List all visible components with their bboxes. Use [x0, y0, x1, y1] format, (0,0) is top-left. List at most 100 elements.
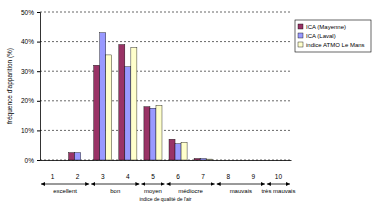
- y-tick-mark: [37, 160, 40, 161]
- bar: [106, 55, 112, 160]
- x-tick-label: 7: [201, 173, 205, 180]
- legend-swatch: [298, 33, 303, 38]
- bar: [225, 160, 231, 161]
- y-tick-label: 50%: [21, 9, 34, 16]
- grid-line: [40, 71, 291, 72]
- legend-label: ICA (Mayenne): [306, 24, 346, 30]
- x-tick-label: 9: [252, 173, 256, 180]
- bar: [119, 45, 125, 160]
- y-tick-mark: [37, 12, 40, 13]
- bar: [275, 160, 281, 161]
- group-arrow: [91, 184, 139, 185]
- category-groups: excellent bon moyen médiocre mauvais très mau…: [41, 184, 295, 194]
- x-tick-label: 4: [126, 173, 130, 180]
- y-tick-mark: [37, 42, 40, 43]
- y-tick-label: 40%: [21, 38, 34, 45]
- bar: [281, 160, 287, 161]
- x-axis-title: indice de qualité de l'air: [139, 196, 191, 202]
- y-tick-label: 30%: [21, 68, 34, 75]
- chart: 0% 10% 20% 30% 40% 50% 1 2 3 4 5 6 7 8 9 10 excellent bon…: [0, 0, 373, 221]
- x-tick-label: 2: [76, 173, 80, 180]
- bar: [100, 33, 106, 160]
- x-tick: 5: [151, 160, 155, 180]
- x-tick-label: 5: [151, 173, 155, 180]
- y-axis: 0% 10% 20% 30% 40% 50%: [21, 9, 41, 164]
- group-label: excellent: [53, 188, 77, 194]
- bar: [150, 108, 156, 160]
- y-tick: 20%: [21, 97, 40, 104]
- bar: [175, 144, 181, 160]
- x-tick-label: 8: [226, 173, 230, 180]
- x-tick: 6: [176, 160, 180, 180]
- bar: [50, 160, 56, 161]
- x-tick: 10: [275, 160, 283, 180]
- bar: [181, 142, 187, 160]
- bar: [81, 160, 87, 161]
- plot: 0% 10% 20% 30% 40% 50% 1 2 3 4 5 6 7 8 9 10 excellent bon…: [6, 9, 295, 202]
- grid-line: [40, 100, 291, 101]
- legend-swatch: [298, 42, 303, 47]
- bar: [94, 65, 100, 160]
- legend-label: ICA (Laval): [306, 33, 336, 39]
- y-tick: 30%: [21, 68, 40, 75]
- grid: [40, 12, 291, 160]
- x-tick-label: 6: [176, 173, 180, 180]
- grid-line: [40, 12, 291, 13]
- group-label: médiocre: [178, 188, 203, 194]
- x-tick: 1: [51, 160, 55, 180]
- bar: [75, 153, 81, 160]
- bar: [269, 160, 275, 161]
- y-tick-label: 10%: [21, 127, 34, 134]
- group-arrow: [41, 184, 89, 185]
- grid-line: [40, 130, 291, 131]
- bar: [125, 67, 131, 160]
- y-tick-label: 20%: [21, 97, 34, 104]
- y-tick: 50%: [21, 9, 40, 16]
- group-label: mauvais: [230, 188, 252, 194]
- bar: [200, 159, 206, 160]
- bar: [144, 107, 150, 160]
- bar: [194, 159, 200, 160]
- x-tick-label: 3: [101, 173, 105, 180]
- group-arrow: [267, 184, 290, 185]
- bars: [69, 33, 213, 160]
- y-axis-title: fréquence d'apparition (%): [6, 48, 14, 124]
- x-axis: 1 2 3 4 5 6 7 8 9 10: [41, 160, 292, 180]
- y-tick: 10%: [21, 127, 40, 134]
- x-tick-label: 10: [275, 173, 283, 180]
- grid-line: [40, 41, 291, 42]
- bar: [131, 48, 137, 160]
- y-tick-label: 0%: [25, 157, 35, 164]
- x-tick: 9: [252, 160, 256, 180]
- x-tick: 3: [101, 160, 105, 180]
- y-tick: 40%: [21, 38, 40, 45]
- x-tick: 8: [226, 160, 230, 180]
- bar: [256, 160, 262, 161]
- bar: [169, 139, 175, 160]
- y-tick-mark: [37, 71, 40, 72]
- x-tick-label: 1: [51, 173, 55, 180]
- legend-box: [295, 20, 371, 52]
- bar: [206, 159, 212, 160]
- x-tick: 2: [76, 160, 80, 180]
- group-arrow: [217, 184, 265, 185]
- y-tick-mark: [37, 101, 40, 102]
- legend-label: indice ATMO Le Mans: [306, 42, 365, 48]
- y-axis-line: [37, 13, 41, 161]
- x-tick: 7: [201, 160, 205, 180]
- x-axis-line: [41, 160, 292, 161]
- group-label: bon: [110, 188, 120, 194]
- y-tick-mark: [37, 130, 40, 131]
- group-label: très mauvais: [261, 188, 295, 194]
- bar: [156, 105, 162, 160]
- group-arrow: [141, 184, 164, 185]
- bar: [231, 160, 237, 161]
- group-label: moyen: [144, 188, 162, 194]
- x-tick: 4: [126, 160, 130, 180]
- y-tick: 0%: [25, 157, 40, 164]
- legend-swatch: [298, 24, 303, 29]
- bar: [219, 160, 225, 161]
- legend: ICA (Mayenne) ICA (Laval) indice ATMO Le M…: [295, 20, 371, 52]
- bar: [250, 160, 256, 161]
- bar: [69, 153, 75, 160]
